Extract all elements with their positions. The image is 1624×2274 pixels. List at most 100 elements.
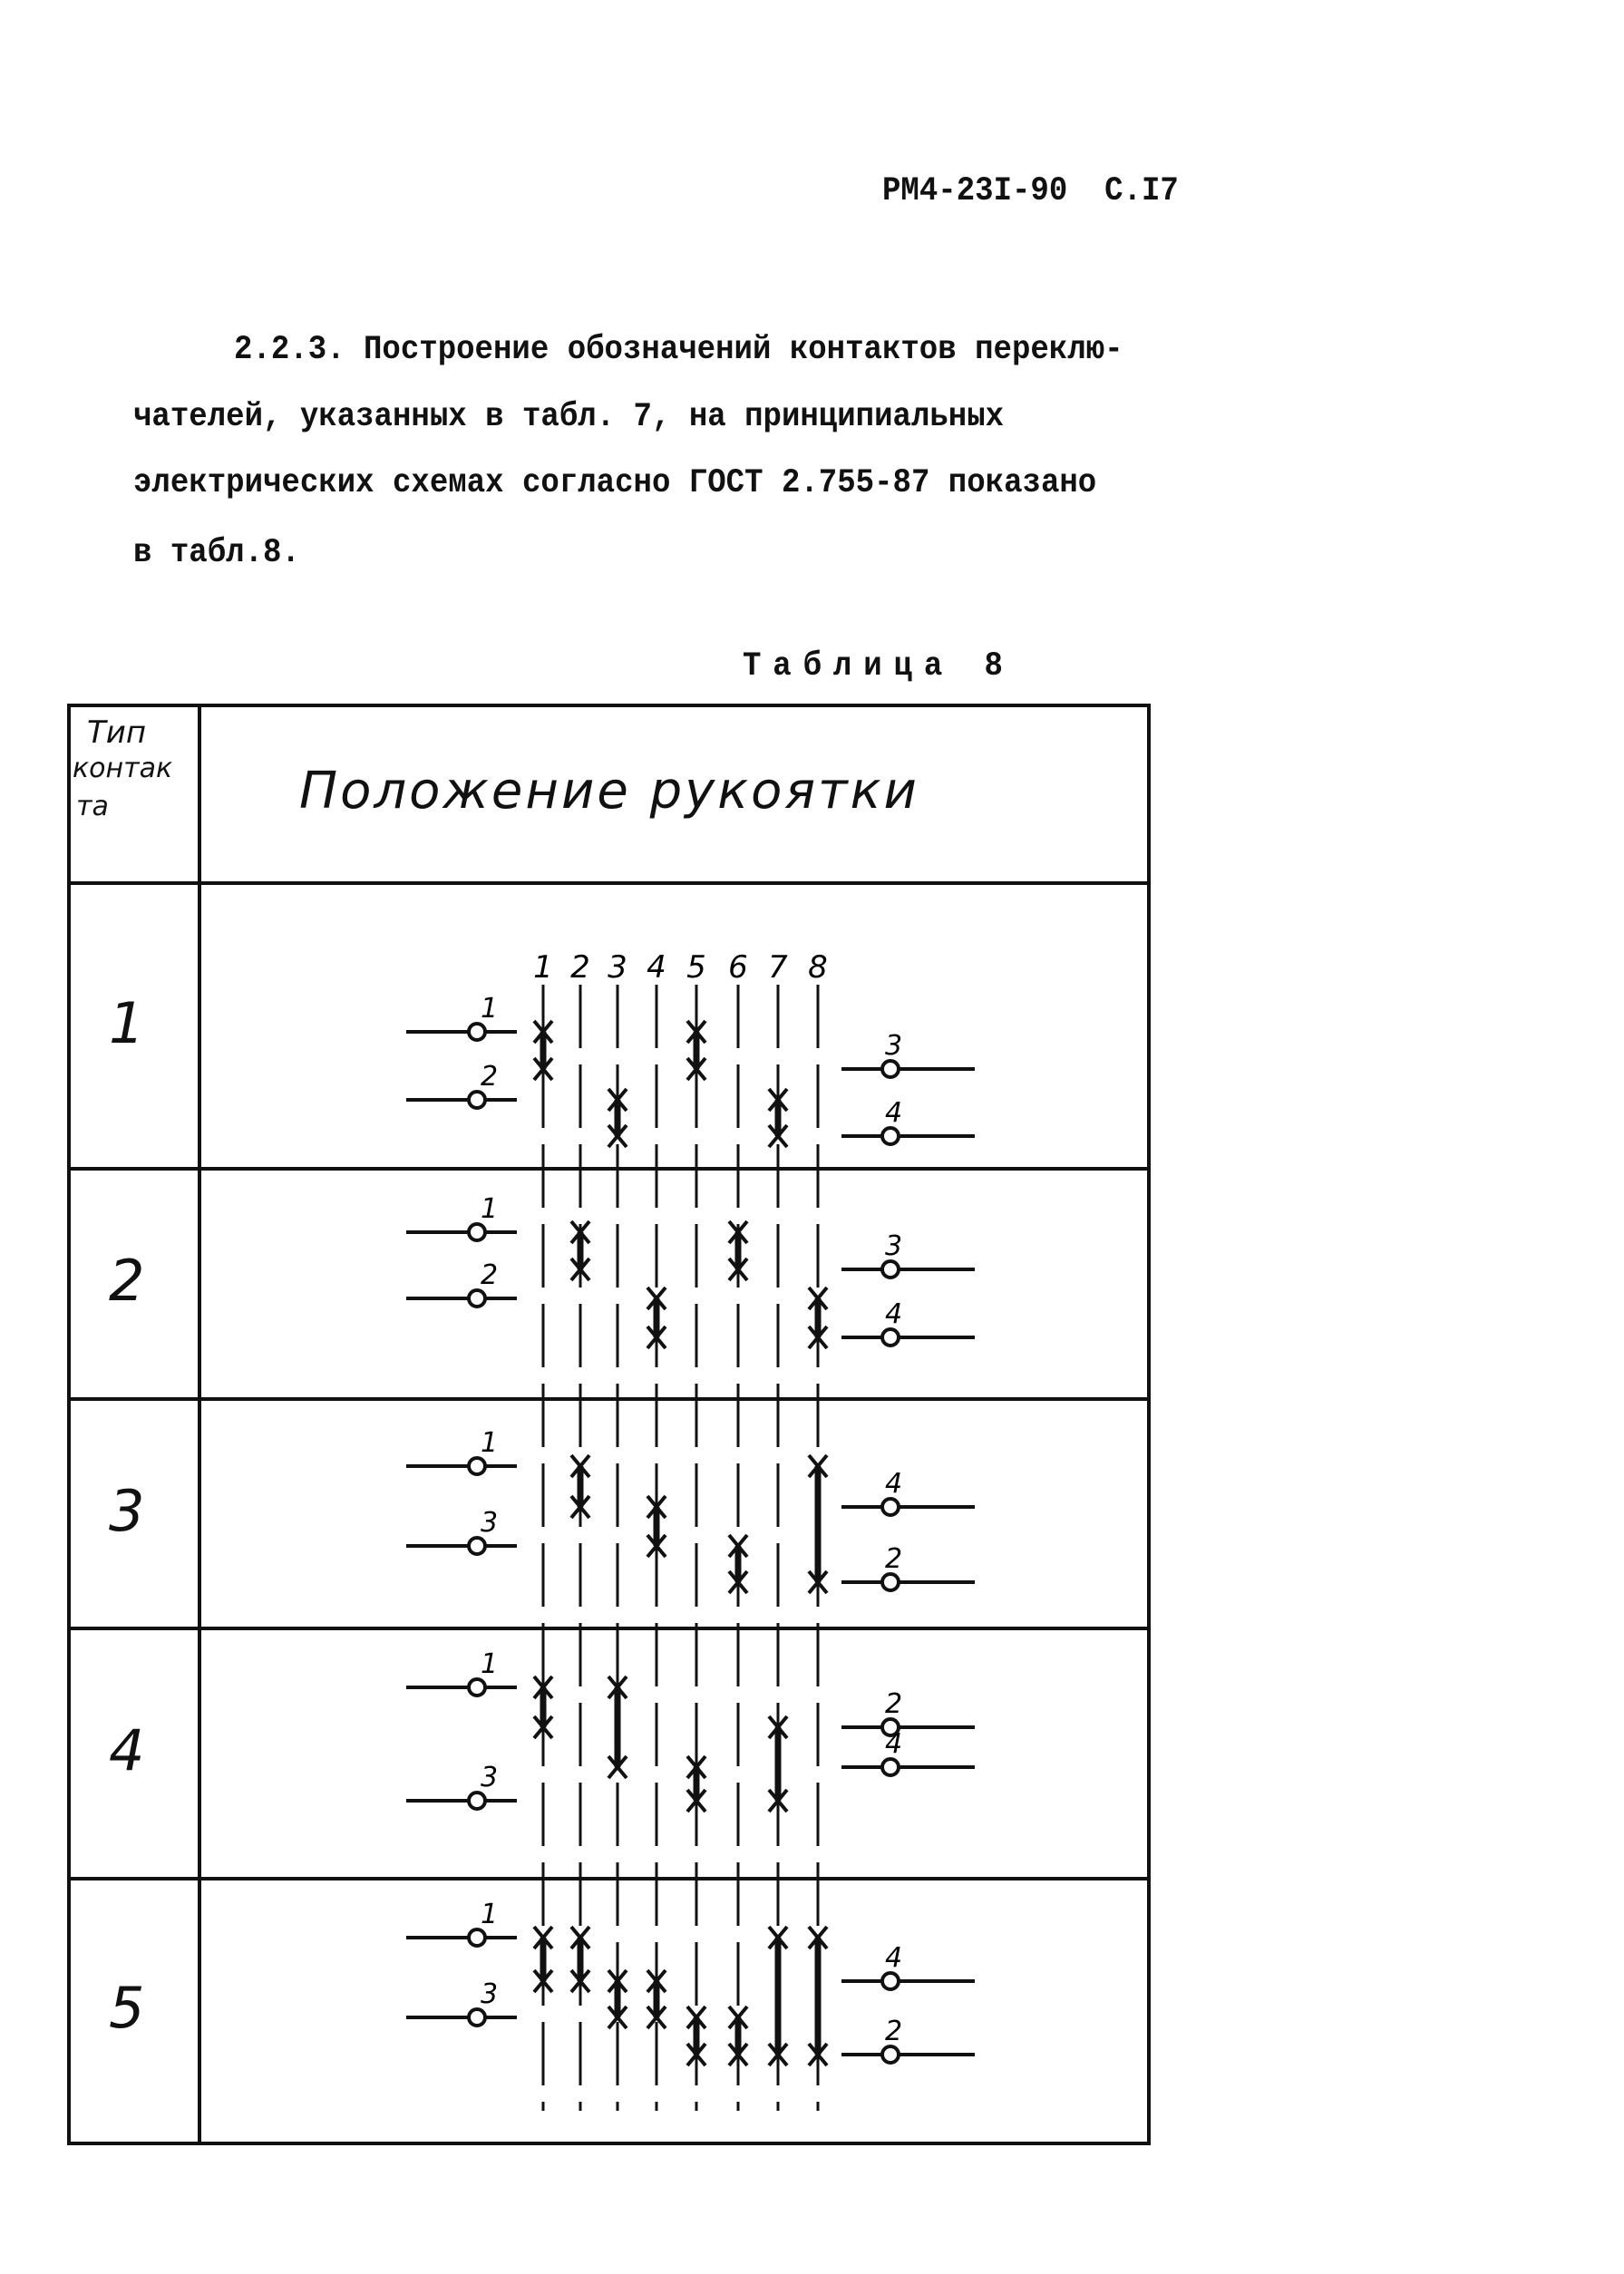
- paragraph-line: электрических схемах согласно ГОСТ 2.755…: [133, 464, 1097, 502]
- contact-cross-mark: [686, 1754, 707, 1780]
- terminal-label: 4: [885, 1097, 902, 1129]
- contact-cross-mark: [807, 1925, 829, 1950]
- terminal-circle: [880, 1059, 900, 1079]
- contact-cross-mark: [569, 1453, 591, 1479]
- terminal-label: 1: [481, 1899, 498, 1930]
- contact-cross-mark: [532, 1715, 554, 1740]
- terminal-circle: [467, 1090, 487, 1110]
- col-header-type-line: контак: [73, 753, 173, 784]
- contact-cross-mark: [686, 2005, 707, 2030]
- position-label: 1: [533, 949, 553, 986]
- terminal-label: 3: [481, 1978, 498, 2010]
- terminal-circle: [880, 1126, 900, 1146]
- terminal-circle: [880, 1971, 900, 1991]
- position-label: 2: [570, 949, 590, 986]
- contact-type-number: 3: [109, 1477, 145, 1544]
- contact-type-number: 4: [109, 1717, 145, 1783]
- terminal-label: 2: [885, 1688, 902, 1720]
- contact-cross-mark: [767, 1788, 789, 1813]
- contact-cross-mark: [767, 1715, 789, 1740]
- position-label: 5: [686, 949, 706, 986]
- contact-cross-mark: [569, 1220, 591, 1245]
- contact-cross-mark: [607, 1968, 628, 1994]
- contact-cross-mark: [607, 1087, 628, 1113]
- contact-cross-mark: [607, 1123, 628, 1149]
- terminal-label: 1: [481, 1427, 498, 1459]
- terminal-label: 1: [481, 1193, 498, 1225]
- terminal-label: 4: [885, 1942, 902, 1974]
- terminal-circle: [467, 1022, 487, 1042]
- contact-type-number: 1: [109, 989, 145, 1056]
- terminal-label: 3: [885, 1230, 902, 1262]
- contact-cross-mark: [686, 1019, 707, 1045]
- contact-cross-mark: [686, 1788, 707, 1813]
- contact-cross-mark: [767, 2042, 789, 2067]
- contact-cross-mark: [532, 1675, 554, 1700]
- contact-cross-mark: [727, 1533, 749, 1559]
- contact-cross-mark: [607, 1675, 628, 1700]
- terminal-circle: [467, 1222, 487, 1242]
- contact-cross-mark: [569, 1925, 591, 1950]
- contact-cross-mark: [646, 1286, 667, 1311]
- terminal-label: 1: [481, 1648, 498, 1680]
- position-label: 4: [647, 949, 666, 986]
- contact-cross-mark: [607, 1754, 628, 1780]
- contact-cross-mark: [532, 1925, 554, 1950]
- terminal-label: 4: [885, 1298, 902, 1330]
- contact-cross-mark: [569, 1257, 591, 1282]
- terminal-circle: [467, 1791, 487, 1811]
- table-border: [67, 704, 1151, 2145]
- contact-cross-mark: [767, 1925, 789, 1950]
- terminal-label: 3: [481, 1507, 498, 1539]
- contact-cross-mark: [532, 1056, 554, 1082]
- contact-cross-mark: [807, 1569, 829, 1595]
- contact-cross-mark: [646, 1968, 667, 1994]
- position-label: 3: [608, 949, 627, 986]
- contact-cross-mark: [727, 1569, 749, 1595]
- contact-cross-mark: [686, 2042, 707, 2067]
- contact-cross-mark: [569, 1968, 591, 1994]
- page-number: С.I7: [1104, 172, 1179, 210]
- contact-cross-mark: [767, 1123, 789, 1149]
- paragraph-line: чателей, указанных в табл. 7, на принцип…: [133, 398, 1005, 436]
- col-header-type-line: та: [76, 791, 109, 822]
- contact-cross-mark: [807, 2042, 829, 2067]
- contact-cross-mark: [686, 1056, 707, 1082]
- terminal-circle: [467, 1677, 487, 1697]
- contact-type-number: 2: [109, 1248, 145, 1314]
- document-code: РМ4-23I-90 С.I7: [882, 172, 1179, 210]
- terminal-label: 2: [885, 1543, 902, 1575]
- contact-type-number: 5: [109, 1975, 145, 2041]
- col-header-position: Положение рукоятки: [299, 762, 919, 821]
- terminal-circle: [467, 1456, 487, 1476]
- contact-cross-mark: [727, 1257, 749, 1282]
- terminal-circle: [880, 1757, 900, 1777]
- contact-cross-mark: [767, 1087, 789, 1113]
- contact-cross-mark: [807, 1325, 829, 1350]
- position-label: 8: [808, 949, 828, 986]
- terminal-label: 4: [885, 1728, 902, 1760]
- terminal-circle: [880, 1717, 900, 1737]
- contact-cross-mark: [532, 1968, 554, 1994]
- terminal-circle: [467, 2007, 487, 2027]
- paragraph-line: 2.2.3. Построение обозначений контактов …: [234, 331, 1123, 369]
- contact-cross-mark: [646, 1533, 667, 1559]
- position-label: 6: [728, 949, 748, 986]
- terminal-circle: [880, 1497, 900, 1517]
- terminal-circle: [880, 1572, 900, 1592]
- terminal-circle: [880, 2045, 900, 2065]
- contact-cross-mark: [607, 2005, 628, 2030]
- terminal-label: 4: [885, 1468, 902, 1500]
- terminal-label: 3: [885, 1030, 902, 1062]
- contact-cross-mark: [569, 1494, 591, 1520]
- contact-cross-mark: [646, 1325, 667, 1350]
- terminal-circle: [467, 1288, 487, 1308]
- contact-cross-mark: [807, 1453, 829, 1479]
- contact-cross-mark: [727, 2005, 749, 2030]
- terminal-circle: [467, 1928, 487, 1948]
- terminal-label: 2: [481, 1259, 498, 1291]
- terminal-circle: [880, 1259, 900, 1279]
- contact-cross-mark: [727, 2042, 749, 2067]
- contact-cross-mark: [532, 1019, 554, 1045]
